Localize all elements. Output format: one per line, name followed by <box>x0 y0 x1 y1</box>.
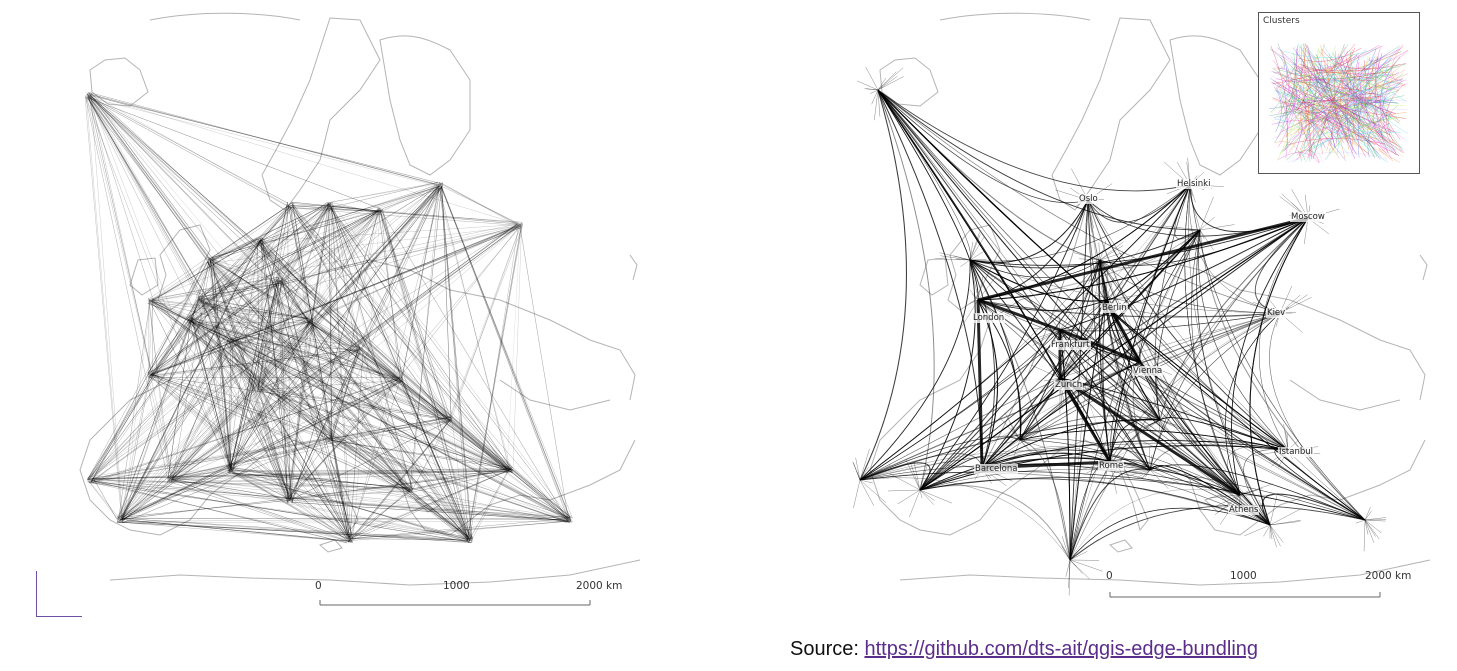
city-label-moscow: Moscow <box>1290 212 1326 222</box>
coastline <box>129 257 159 296</box>
cluster-edges <box>1269 43 1409 164</box>
scale-label-0: 0 <box>315 580 322 592</box>
coastline <box>1289 379 1401 411</box>
coastline <box>79 319 246 536</box>
coastline <box>149 12 301 21</box>
coastline <box>947 224 1001 311</box>
raw-edges-canvas <box>79 12 641 606</box>
coastline <box>989 259 1426 401</box>
coastline <box>157 224 211 311</box>
coastline <box>939 12 1091 21</box>
scale-label-2000: 2000 km <box>1365 570 1412 582</box>
scale-label-1000: 1000 <box>443 580 470 592</box>
coastline <box>379 35 471 176</box>
city-label-istanbul: Istanbul <box>1278 447 1315 457</box>
coastline <box>244 439 359 532</box>
city-label-vienna: Vienna <box>1132 366 1164 376</box>
clusters-inset-map: Clusters <box>1258 12 1420 174</box>
city-label-london: London <box>972 313 1006 323</box>
flight-network-map-bundled: Oslo Helsinki Moscow London Berlin Kiev … <box>820 0 1435 620</box>
city-label-frankfurt: Frankfurt <box>1050 340 1091 350</box>
clusters-inset-canvas <box>1269 43 1409 164</box>
city-label-berlin: Berlin <box>1101 303 1128 313</box>
inset-title: Clusters <box>1263 16 1300 26</box>
city-label-athens: Athens <box>1228 505 1260 515</box>
coastline <box>919 257 949 296</box>
city-label-rome: Rome <box>1098 461 1125 471</box>
scale-label-2000: 2000 km <box>576 580 623 592</box>
coastline <box>1169 35 1261 176</box>
coastline <box>319 539 343 553</box>
scale-label-1000: 1000 <box>1230 570 1257 582</box>
city-label-kiev: Kiev <box>1266 308 1287 318</box>
slide-corner-bracket <box>36 571 82 617</box>
coastline <box>629 254 638 281</box>
coastline <box>1051 17 1171 211</box>
coastline <box>199 259 636 401</box>
coastline <box>1109 539 1133 553</box>
coastline <box>261 17 381 211</box>
coastline <box>1419 254 1428 281</box>
coastline <box>1139 439 1426 536</box>
coastline <box>109 559 641 586</box>
source-prefix: Source: <box>790 638 865 660</box>
scale-bar <box>1109 592 1381 598</box>
city-label-zurich: Zürich <box>1054 380 1084 390</box>
city-label-helsinki: Helsinki <box>1176 179 1212 189</box>
flight-network-map-raw: 0 1000 2000 km <box>30 0 645 620</box>
city-label-barcelona: Barcelona <box>974 464 1019 474</box>
source-citation: Source: https://github.com/dts-ait/qgis-… <box>790 638 1258 661</box>
coastline <box>869 319 1036 536</box>
raw-flight-edges <box>84 91 574 544</box>
city-label-oslo: Oslo <box>1078 194 1099 204</box>
coastline <box>879 57 939 107</box>
source-link[interactable]: https://github.com/dts-ait/qgis-edge-bun… <box>864 638 1259 660</box>
coastline <box>499 379 611 411</box>
scale-bar <box>319 600 591 606</box>
coastline <box>89 57 149 107</box>
scale-label-0: 0 <box>1106 570 1113 582</box>
coastline <box>899 559 1431 586</box>
